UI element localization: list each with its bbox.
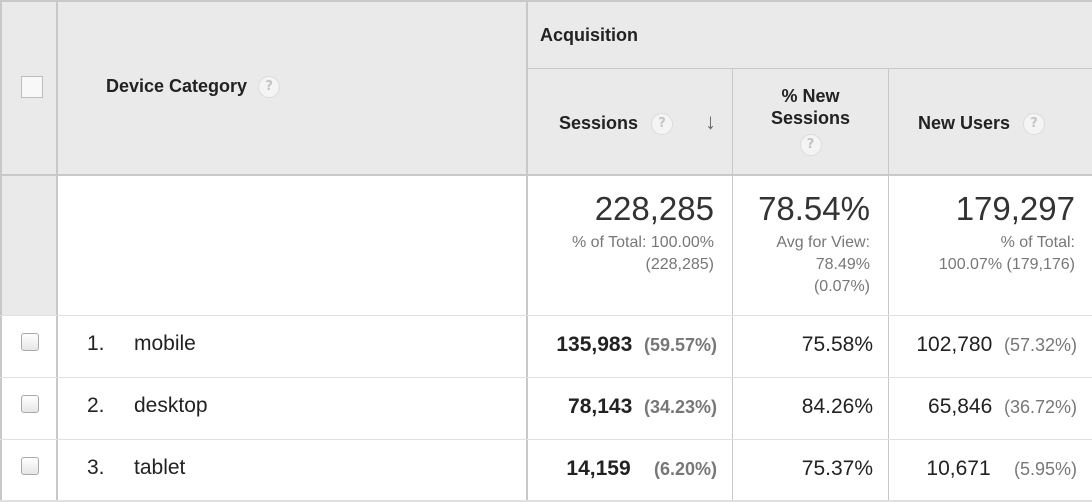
row-number: 1.: [87, 332, 105, 355]
total-pct-new-note-line2: 78.49%: [815, 256, 870, 273]
select-all-checkbox[interactable]: [21, 76, 43, 98]
sessions-header[interactable]: Sessions ?: [559, 113, 674, 136]
row-sessions-value: 135,983: [556, 333, 633, 356]
total-new-users-note-line2: 100.07% (179,176): [938, 256, 1075, 273]
row-sessions-value: 78,143: [568, 395, 633, 418]
pct-new-sessions-label-line2: Sessions: [770, 108, 851, 128]
totals-checkbox-gutter: [0, 176, 58, 316]
pct-new-sessions-header[interactable]: % New Sessions ?: [733, 85, 888, 157]
grid-line: [0, 377, 1092, 378]
row-sessions-value: 14,159: [566, 457, 631, 480]
row-new-users-value: 102,780: [916, 333, 993, 356]
row-sessions-pct: (34.23%): [643, 397, 717, 417]
total-pct-new-sessions-note: Avg for View: 78.49% (0.07%): [776, 232, 870, 298]
row-pct-new-sessions: 75.58%: [801, 333, 873, 356]
total-sessions-value: 228,285: [594, 190, 714, 227]
total-new-users-note: % of Total: 100.07% (179,176): [939, 232, 1075, 276]
grid-line: [0, 315, 1092, 316]
row-new-users-value: 10,671: [926, 457, 991, 480]
pct-new-sessions-label-line1: % New: [781, 86, 840, 106]
grid-line: [0, 500, 1092, 502]
help-icon[interactable]: ?: [799, 134, 822, 157]
grid-line: [0, 439, 1092, 440]
row-number: 2.: [87, 394, 105, 417]
grid-line: [56, 0, 58, 502]
row-new-users-pct: (36.72%): [1003, 397, 1077, 417]
new-users-header[interactable]: New Users ?: [918, 113, 1046, 136]
grid-line: [526, 0, 528, 502]
row-number: 3.: [87, 456, 105, 479]
row-new-users-value: 65,846: [928, 395, 993, 418]
row-device-link[interactable]: tablet: [134, 456, 186, 479]
new-users-label: New Users: [918, 113, 1011, 133]
row-new-users-pct: (57.32%): [1003, 335, 1077, 355]
acquisition-group-label: Acquisition: [540, 25, 638, 45]
grid-line: [0, 174, 1092, 176]
row-checkbox[interactable]: [21, 333, 39, 351]
total-sessions-note-line2: (228,285): [645, 256, 715, 273]
grid-line: [0, 0, 1092, 2]
total-sessions-note: % of Total: 100.00% (228,285): [572, 232, 714, 276]
total-new-users-value: 179,297: [955, 190, 1075, 227]
row-new-users: 102,780 (57.32%): [916, 333, 1077, 357]
grid-line: [526, 68, 1092, 69]
grid-line: [732, 68, 733, 502]
help-icon[interactable]: ?: [651, 113, 674, 136]
row-checkbox[interactable]: [21, 395, 39, 413]
row-device-link[interactable]: mobile: [134, 332, 196, 355]
grid-line: [888, 68, 889, 502]
device-category-label: Device Category: [106, 76, 248, 96]
row-new-users-pct: (5.95%): [1013, 459, 1077, 479]
row-sessions: 78,143 (34.23%): [568, 395, 717, 419]
row-sessions: 14,159 (6.20%): [566, 457, 717, 481]
total-pct-new-note-line3: (0.07%): [813, 278, 870, 295]
help-icon[interactable]: ?: [1023, 113, 1046, 136]
table-header: [0, 0, 1092, 176]
total-new-users-note-line1: % of Total:: [1000, 234, 1075, 251]
device-category-header[interactable]: Device Category ?: [106, 76, 281, 99]
row-device-link[interactable]: desktop: [134, 394, 208, 417]
help-icon[interactable]: ?: [258, 76, 281, 99]
sessions-label: Sessions: [559, 113, 639, 133]
row-sessions: 135,983 (59.57%): [556, 333, 717, 357]
row-sessions-pct: (59.57%): [643, 335, 717, 355]
row-pct-new-sessions: 75.37%: [801, 457, 873, 480]
total-pct-new-note-line1: Avg for View:: [776, 234, 870, 251]
total-sessions-note-line1: % of Total: 100.00%: [571, 234, 714, 251]
row-pct-new-sessions: 84.26%: [801, 395, 873, 418]
total-pct-new-sessions-value: 78.54%: [758, 190, 870, 227]
row-sessions-pct: (6.20%): [653, 459, 717, 479]
sort-descending-icon[interactable]: ↓: [705, 109, 716, 134]
row-checkbox[interactable]: [21, 457, 39, 475]
grid-line: [0, 0, 2, 502]
row-new-users: 10,671 (5.95%): [926, 457, 1077, 481]
row-new-users: 65,846 (36.72%): [928, 395, 1077, 419]
